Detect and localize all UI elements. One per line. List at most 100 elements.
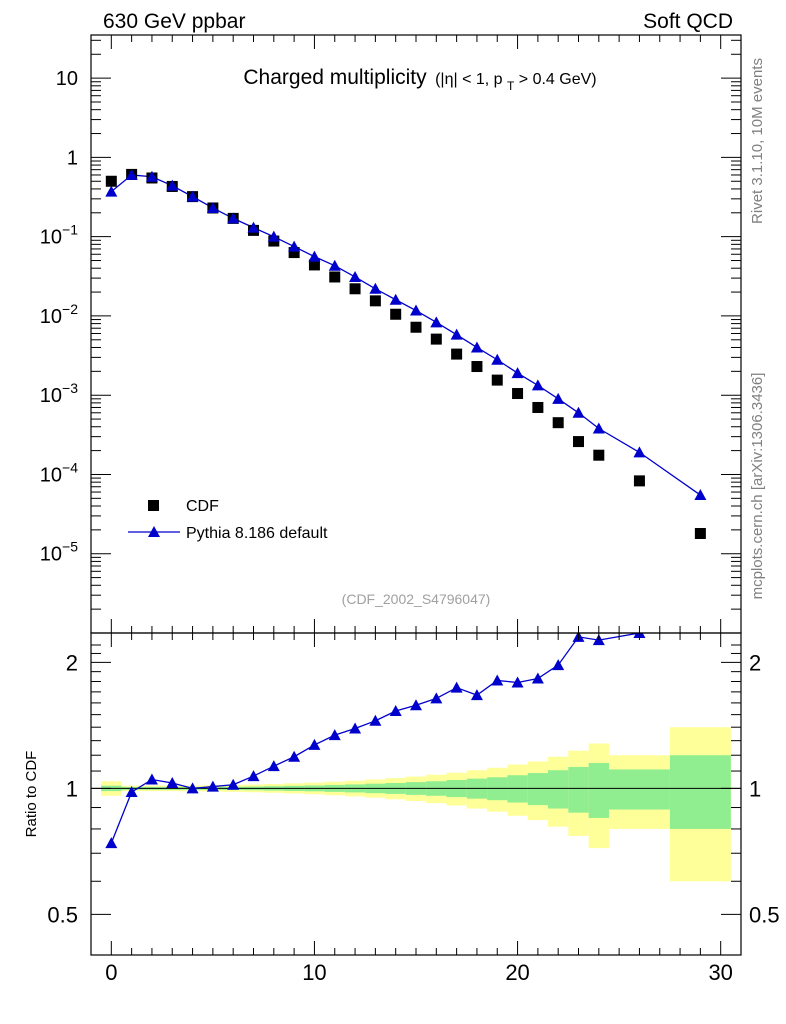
legend-pythia-label: Pythia 8.186 default bbox=[186, 525, 328, 542]
main-y-tick-label: 10−1 bbox=[40, 222, 78, 249]
ratio-y-tick-label-right: 0.5 bbox=[749, 902, 780, 927]
ratio-pythia-point bbox=[145, 773, 158, 785]
cdf-point bbox=[288, 247, 300, 259]
ratio-y-tick-label-left: 1 bbox=[66, 776, 78, 801]
ratio-pythia-point bbox=[166, 776, 179, 788]
ratio-pythia-point bbox=[552, 659, 565, 671]
pythia-point bbox=[125, 168, 138, 180]
rivet-version-label: Rivet 3.1.10, 10M events bbox=[749, 58, 766, 224]
pythia-point bbox=[470, 341, 483, 353]
chart-subtitle-post: > 0.4 GeV) bbox=[519, 71, 597, 88]
ratio-uncertainty-bands bbox=[101, 727, 731, 882]
cdf-point bbox=[105, 175, 117, 187]
pythia-point bbox=[328, 259, 341, 271]
ratio-pythia-point bbox=[369, 714, 382, 726]
cdf-point bbox=[573, 436, 584, 448]
chart-title: Charged multiplicity bbox=[243, 66, 427, 89]
pythia-point bbox=[592, 422, 605, 434]
pythia-point bbox=[105, 185, 118, 197]
cdf-point bbox=[471, 361, 483, 373]
cdf-point bbox=[430, 333, 442, 345]
ratio-pythia-point bbox=[694, 598, 706, 609]
pythia-point bbox=[349, 270, 362, 282]
cdf-point bbox=[349, 283, 361, 295]
pythia-point bbox=[247, 221, 260, 233]
legend-pythia-marker bbox=[148, 526, 160, 537]
x-tick-label: 10 bbox=[302, 960, 326, 985]
main-y-tick-label: 1 bbox=[67, 147, 78, 169]
ratio-stat-band-23 bbox=[568, 766, 589, 813]
ratio-stat-band-20 bbox=[507, 775, 528, 803]
ratio-stat-band-25 bbox=[608, 769, 670, 810]
cdf-point bbox=[532, 401, 544, 413]
ratio-pythia-point bbox=[125, 786, 138, 798]
pythia-point bbox=[389, 293, 402, 305]
pythia-point bbox=[267, 230, 280, 242]
pythia-line bbox=[110, 174, 701, 496]
pythia-point bbox=[450, 328, 463, 340]
ratio-series-layer bbox=[105, 598, 706, 849]
main-y-tick-label: 10−4 bbox=[40, 459, 78, 486]
pythia-point bbox=[206, 201, 219, 213]
cdf-point bbox=[390, 308, 402, 320]
pythia-point bbox=[572, 406, 585, 418]
ratio-pythia-point bbox=[267, 760, 280, 772]
main-series-layer bbox=[105, 168, 707, 539]
ratio-pythia-point bbox=[450, 681, 463, 693]
pythia-point bbox=[308, 250, 321, 262]
ratio-pythia-point bbox=[511, 676, 524, 688]
cdf-point bbox=[593, 449, 605, 461]
main-panel-frame bbox=[90, 34, 742, 634]
cdf-point bbox=[512, 388, 524, 400]
pythia-point bbox=[186, 190, 199, 202]
ratio-pythia-point bbox=[247, 770, 260, 782]
ratio-pythia-point bbox=[430, 692, 443, 704]
header-right-title: Soft QCD bbox=[643, 10, 733, 33]
ratio-y-tick-label-left: 2 bbox=[66, 650, 78, 675]
pythia-point bbox=[369, 282, 382, 294]
ratio-y-axis-label: Ratio to CDF bbox=[23, 751, 40, 838]
pythia-point bbox=[166, 179, 179, 191]
pythia-point bbox=[288, 240, 301, 252]
main-y-tick-label: 10 bbox=[56, 68, 78, 90]
pythia-point bbox=[227, 212, 240, 224]
main-y-tick-label: 10−3 bbox=[40, 380, 78, 407]
axis-ticks bbox=[91, 35, 741, 956]
ratio-pythia-point bbox=[328, 729, 341, 741]
cdf-point bbox=[491, 374, 503, 386]
cdf-point bbox=[308, 259, 320, 271]
chart-subtitle-pre: (|η| < 1, p bbox=[435, 71, 503, 88]
legend-cdf-marker bbox=[148, 500, 159, 511]
x-tick-labels: 0 10 20 30 bbox=[105, 960, 733, 985]
x-tick-label: 0 bbox=[105, 960, 117, 985]
ratio-pythia-point bbox=[410, 699, 422, 711]
pythia-point bbox=[552, 392, 565, 404]
pythia-point bbox=[694, 489, 707, 501]
chart-subtitle-sub: T bbox=[507, 79, 515, 93]
ratio-y-tick-label-right: 2 bbox=[749, 650, 761, 675]
legend-cdf-label: CDF bbox=[186, 498, 219, 515]
cdf-point bbox=[633, 475, 645, 487]
header-left-title: 630 GeV ppbar bbox=[103, 10, 245, 33]
cdf-point bbox=[369, 295, 381, 307]
cdf-point bbox=[451, 348, 463, 360]
main-y-tick-labels: 10 1 10−1 10−2 10−3 10−4 10−5 bbox=[40, 68, 78, 566]
main-y-tick-label: 10−2 bbox=[40, 301, 78, 328]
ratio-stat-band-21 bbox=[527, 773, 549, 806]
pythia-point bbox=[410, 304, 422, 316]
main-y-tick-label: 10−5 bbox=[40, 539, 78, 566]
legend: CDF Pythia 8.186 default bbox=[128, 498, 328, 542]
ratio-pythia-point bbox=[227, 778, 240, 790]
ratio-pythia-point bbox=[491, 674, 504, 686]
x-tick-label: 20 bbox=[505, 960, 529, 985]
ratio-pythia-point bbox=[531, 672, 544, 684]
pythia-point bbox=[430, 316, 443, 328]
cdf-point bbox=[694, 527, 706, 539]
x-tick-label: 30 bbox=[708, 960, 732, 985]
analysis-watermark: (CDF_2002_S4796047) bbox=[342, 591, 491, 607]
ratio-pythia-point bbox=[288, 750, 301, 762]
pythia-point bbox=[491, 353, 504, 365]
ratio-pythia-point bbox=[206, 780, 219, 792]
chart-title-line: Charged multiplicity (|η| < 1, p T > 0.4… bbox=[243, 66, 596, 94]
